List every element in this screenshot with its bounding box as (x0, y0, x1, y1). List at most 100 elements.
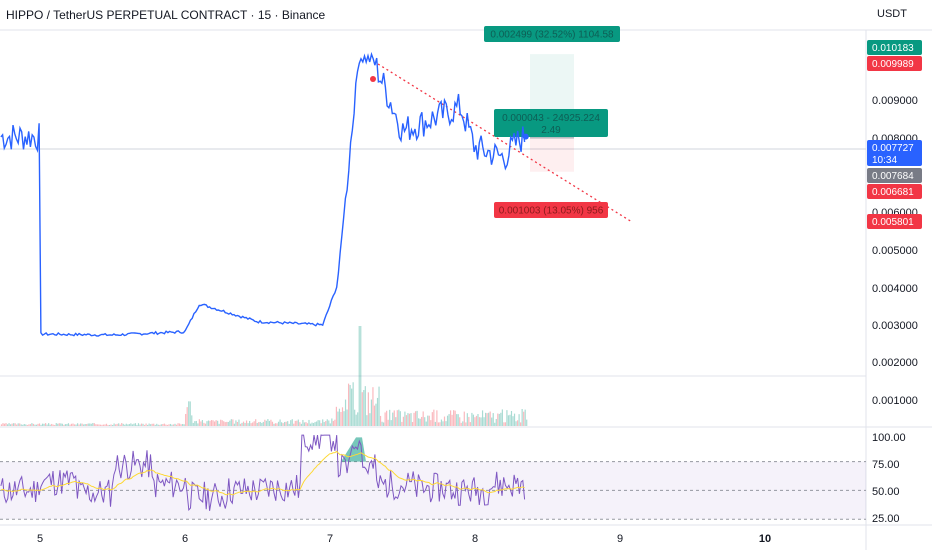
volume-bar (500, 412, 502, 426)
volume-bar (469, 422, 471, 426)
volume-bar (459, 417, 461, 426)
volume-bar (28, 424, 30, 426)
volume-bar (309, 423, 312, 426)
volume-bar (169, 423, 172, 426)
volume-bar (122, 423, 124, 426)
price-tick: 0.004000 (872, 283, 918, 295)
volume-bar (2, 423, 4, 426)
volume-bar (116, 423, 118, 426)
volume-bar (131, 424, 133, 426)
volume-bar (382, 422, 385, 426)
volume-bar (460, 422, 462, 426)
volume-bar (96, 424, 98, 426)
volume-bar (175, 424, 178, 426)
rsi-line (0, 434, 526, 512)
time-tick: 7 (327, 533, 333, 545)
volume-bar (483, 417, 485, 426)
volume-bar (145, 423, 147, 426)
volume-bar (23, 423, 25, 426)
volume-bar (203, 422, 205, 426)
volume-bar (259, 421, 261, 426)
volume-bar (189, 401, 191, 426)
volume-bar (503, 422, 505, 426)
rsi-tick: 100.00 (872, 432, 906, 444)
volume-bar (163, 423, 165, 426)
volume-bar (323, 422, 325, 426)
target-price-badge: 0.010183 (872, 43, 914, 54)
volume-bar (244, 422, 246, 426)
volume-bar (150, 424, 152, 426)
volume-bar (113, 423, 115, 426)
volume-bar (370, 399, 373, 426)
volume-bar (76, 423, 79, 426)
volume-bar (299, 422, 301, 426)
currency-label[interactable]: USDT (877, 8, 907, 20)
volume-bar (311, 422, 313, 426)
volume-bar (390, 420, 392, 426)
volume-bar (338, 408, 341, 426)
volume-bar (507, 415, 510, 426)
volume-bar (325, 421, 327, 426)
volume-bar (45, 423, 47, 426)
volume-bar (232, 419, 234, 426)
volume-bar (279, 419, 281, 426)
volume-bar (233, 423, 235, 426)
volume-bar (34, 424, 36, 426)
volume-bar (407, 413, 409, 426)
volume-bar (395, 417, 397, 426)
volume-bar (387, 419, 389, 426)
volume-bar (443, 416, 446, 426)
volume-bar (267, 419, 269, 426)
volume-bar (379, 415, 382, 426)
volume-bar (351, 388, 353, 426)
volume-bar (86, 424, 88, 426)
volume-bar (20, 424, 22, 426)
volume-bar (399, 411, 401, 426)
volume-bar (384, 412, 386, 426)
volume-bar (200, 421, 202, 426)
volume-bar (515, 421, 517, 426)
volume-bar (465, 422, 467, 426)
volume-bar (347, 383, 350, 426)
chart-title: HIPPO / TetherUS PERPETUAL CONTRACT · 15… (6, 8, 326, 22)
volume-bar (478, 417, 481, 426)
volume-bar (160, 424, 162, 426)
volume-bar (367, 392, 369, 426)
volume-bar (90, 423, 92, 426)
volume-bar (297, 419, 299, 426)
volume-bar (236, 421, 239, 426)
volume-bar (147, 424, 149, 426)
volume-bar (223, 421, 225, 426)
volume-bar (485, 412, 487, 426)
volume-bar (61, 423, 63, 426)
volume-bar (373, 405, 376, 426)
volume-bar (80, 423, 82, 426)
volume-bar (440, 419, 443, 426)
price-tick: 0.002000 (872, 357, 918, 369)
volume-bar (229, 420, 231, 426)
volume-bar (256, 422, 258, 426)
volume-bar (495, 418, 497, 426)
volume-bar (341, 407, 344, 426)
volume-bar (40, 424, 42, 426)
volume-bar (168, 424, 170, 426)
volume-bar (376, 397, 379, 426)
volume-bar (255, 419, 257, 426)
volume-bar (241, 422, 243, 426)
volume-bar (220, 419, 222, 426)
volume-bar (410, 413, 412, 426)
volume-bar (418, 418, 420, 426)
price-tick: 0.009000 (872, 95, 918, 107)
volume-bar (430, 420, 432, 426)
volume-bar (300, 423, 302, 426)
volume-bar (186, 407, 188, 426)
volume-bar (180, 424, 182, 426)
volume-bar (29, 424, 31, 426)
volume-bar (124, 424, 126, 426)
volume-bar (363, 390, 365, 426)
position-tool[interactable]: 0.002499 (32.52%) 1104.58 0.000043 - 2492… (377, 26, 633, 223)
volume-bar (449, 410, 452, 426)
volume-bar (204, 423, 207, 426)
volume-bar (284, 421, 286, 426)
